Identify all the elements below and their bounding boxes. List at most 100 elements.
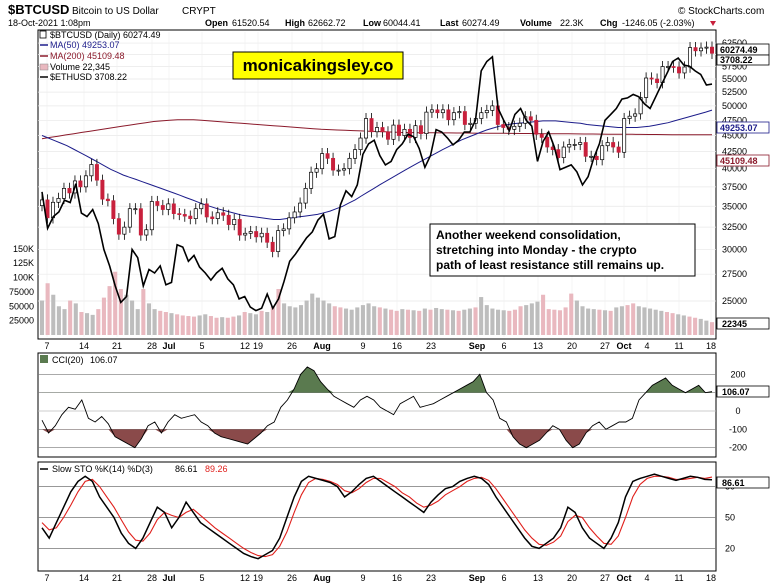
annotation-line-2: stretching into Monday - the crypto xyxy=(436,243,637,257)
volume-bar xyxy=(405,309,411,335)
legend-ma200: MA(200) 45109.48 xyxy=(50,51,125,61)
volume-bar xyxy=(321,300,326,335)
volume-bar xyxy=(276,289,281,335)
date-tick-label: 19 xyxy=(253,573,263,583)
open-value: 61520.54 xyxy=(232,18,270,28)
candle-body xyxy=(254,231,259,238)
volume-bar xyxy=(377,307,382,335)
eth-overlay xyxy=(41,55,713,312)
candle-body xyxy=(358,137,363,150)
sto-legend-d: 89.26 xyxy=(205,464,228,474)
volume-bar xyxy=(304,300,309,335)
last-label: Last xyxy=(440,18,459,28)
volume-bar xyxy=(287,306,292,335)
volume-label: Volume xyxy=(520,18,552,28)
volume-bar xyxy=(648,308,653,335)
volume-bar xyxy=(389,309,394,335)
candle-body xyxy=(583,142,588,157)
date-tick-label: 13 xyxy=(533,573,543,583)
candle-body xyxy=(677,66,682,74)
candle-body xyxy=(336,169,341,172)
sto-legend-name: Slow STO %K(14) %D(3) xyxy=(52,464,153,474)
date-tick-label: 28 xyxy=(147,573,157,583)
candle-body xyxy=(166,203,171,210)
volume-bar xyxy=(456,310,461,335)
candle-body xyxy=(61,188,66,199)
date-tick-label: 21 xyxy=(112,573,122,583)
volume-bars xyxy=(39,271,715,335)
candle-body xyxy=(380,127,385,133)
volume-bar xyxy=(90,314,95,335)
candle-body xyxy=(479,112,484,119)
candle-body xyxy=(402,128,407,136)
candle-body xyxy=(561,146,566,158)
volume-bar xyxy=(450,310,456,335)
volume-bar xyxy=(602,310,608,335)
volume-bar xyxy=(163,312,168,335)
candle-body xyxy=(83,175,88,188)
ma200-box-text: 45109.48 xyxy=(720,156,758,166)
volume-bar xyxy=(529,303,534,335)
candle-body xyxy=(699,47,704,52)
volume-bar xyxy=(383,308,388,335)
date-tick-label: 26 xyxy=(287,573,297,583)
volume-bar xyxy=(68,300,73,335)
volume-bar xyxy=(197,315,202,335)
volume-bar xyxy=(366,303,371,335)
volume-bar xyxy=(237,315,242,335)
sto-k-line xyxy=(41,473,713,560)
candle-body xyxy=(440,109,445,114)
candle-body xyxy=(462,111,467,125)
date-tick-label: Sep xyxy=(469,573,486,583)
grid-lines xyxy=(38,32,716,337)
candle-body xyxy=(638,97,643,115)
price-tick-label: 40000 xyxy=(722,164,747,174)
candle-body xyxy=(287,217,292,230)
volume-bar xyxy=(546,309,551,335)
legend-eth: $ETHUSD 3708.22 xyxy=(50,72,127,82)
candle-body xyxy=(671,66,676,68)
date-tick-label: 14 xyxy=(79,341,89,351)
volume-bar xyxy=(501,310,506,335)
volume-bar xyxy=(642,307,647,335)
volume-bar xyxy=(349,309,354,335)
legend-volume: Volume 22,345 xyxy=(50,62,110,72)
volume-bar xyxy=(580,306,585,335)
candle-body xyxy=(528,116,533,121)
legend-candle-icon xyxy=(39,30,47,39)
price-tick-label: 25000 xyxy=(722,296,747,306)
candle-body xyxy=(627,115,632,119)
candle-body xyxy=(616,146,621,153)
volume-bar xyxy=(557,310,563,335)
volume-bar xyxy=(203,314,208,335)
candle-body xyxy=(501,124,506,128)
volume-bar xyxy=(270,306,275,335)
date-tick-label: 4 xyxy=(644,341,649,351)
volume-bar xyxy=(670,313,675,335)
volume-bar xyxy=(146,303,152,335)
header-date: 18-Oct-2021 1:08pm xyxy=(8,18,91,28)
candle-body xyxy=(177,213,182,215)
volume-bar xyxy=(552,309,557,335)
candle-body xyxy=(94,164,99,181)
date-tick-label: 7 xyxy=(44,573,49,583)
candle-body xyxy=(682,66,687,74)
candle-body xyxy=(490,105,495,111)
candle-body xyxy=(314,168,319,173)
candle-body xyxy=(226,214,231,225)
date-tick-label: Oct xyxy=(616,341,631,351)
volume-bar xyxy=(462,309,467,335)
date-tick-label: 19 xyxy=(253,341,263,351)
volume-bar xyxy=(400,309,405,335)
candle-body xyxy=(342,168,347,171)
candle-body xyxy=(572,144,577,146)
volume-bar xyxy=(84,313,90,335)
volume-bar xyxy=(175,314,180,335)
sto-box xyxy=(716,476,770,489)
candle-body xyxy=(188,215,193,219)
volume-bar xyxy=(569,293,574,335)
volume-bar xyxy=(535,301,540,335)
eth-line xyxy=(41,55,713,312)
volume-bar xyxy=(394,310,399,335)
volume-bar xyxy=(310,293,315,335)
